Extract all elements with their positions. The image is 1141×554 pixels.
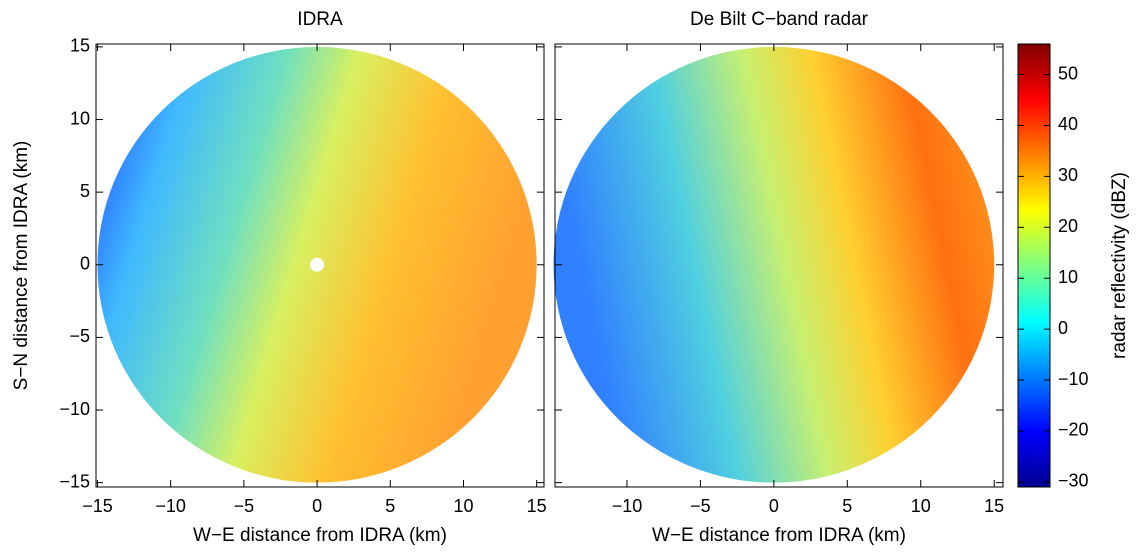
colorbar xyxy=(1017,43,1051,488)
x-tick-label: 5 xyxy=(842,496,852,516)
x-tick-label: 10 xyxy=(453,496,473,516)
x-axis-label: W−E distance from IDRA (km) xyxy=(193,525,447,546)
colorbar-tick-label: 50 xyxy=(1058,63,1078,83)
y-tick-label: −5 xyxy=(69,326,90,346)
y-tick-label: 5 xyxy=(80,181,90,201)
y-tick-label: −10 xyxy=(59,399,90,419)
colorbar-tick-label: 20 xyxy=(1058,216,1078,236)
chart-title: De Bilt C−band radar xyxy=(690,9,869,30)
x-tick-label: −10 xyxy=(155,496,186,516)
radar-disc xyxy=(553,46,995,483)
x-tick-label: 15 xyxy=(984,496,1004,516)
radar-site xyxy=(310,257,325,272)
y-tick-label: −15 xyxy=(59,471,90,491)
x-tick-label: −15 xyxy=(82,496,113,516)
y-axis-label: S−N distance from IDRA (km) xyxy=(11,141,32,391)
colorbar-tick-label: 30 xyxy=(1058,165,1078,185)
x-tick-label: −5 xyxy=(690,496,711,516)
x-tick-label: 0 xyxy=(769,496,779,516)
x-tick-label: −10 xyxy=(612,496,643,516)
colorbar-tick-label: 10 xyxy=(1058,267,1078,287)
y-tick-label: 0 xyxy=(80,254,90,274)
axes-box xyxy=(554,43,1004,488)
colorbar-tick-label: −30 xyxy=(1058,471,1089,491)
y-tick-label: 15 xyxy=(70,36,90,56)
x-tick-label: 0 xyxy=(312,496,322,516)
x-tick-label: 5 xyxy=(385,496,395,516)
colorbar-label: radar reflectivity (dBZ) xyxy=(1109,172,1130,359)
x-axis-label: W−E distance from IDRA (km) xyxy=(652,525,906,546)
colorbar-tick-label: 40 xyxy=(1058,114,1078,134)
colorbar-tick-label: −20 xyxy=(1058,420,1089,440)
x-tick-label: −5 xyxy=(234,496,255,516)
x-tick-label: 15 xyxy=(527,496,547,516)
chart-title: IDRA xyxy=(297,9,343,30)
x-tick-label: 10 xyxy=(911,496,931,516)
axes-box xyxy=(95,43,545,488)
colorbar-tick-label: 0 xyxy=(1058,318,1068,338)
y-tick-label: 10 xyxy=(70,108,90,128)
colorbar-tick-label: −10 xyxy=(1058,369,1089,389)
